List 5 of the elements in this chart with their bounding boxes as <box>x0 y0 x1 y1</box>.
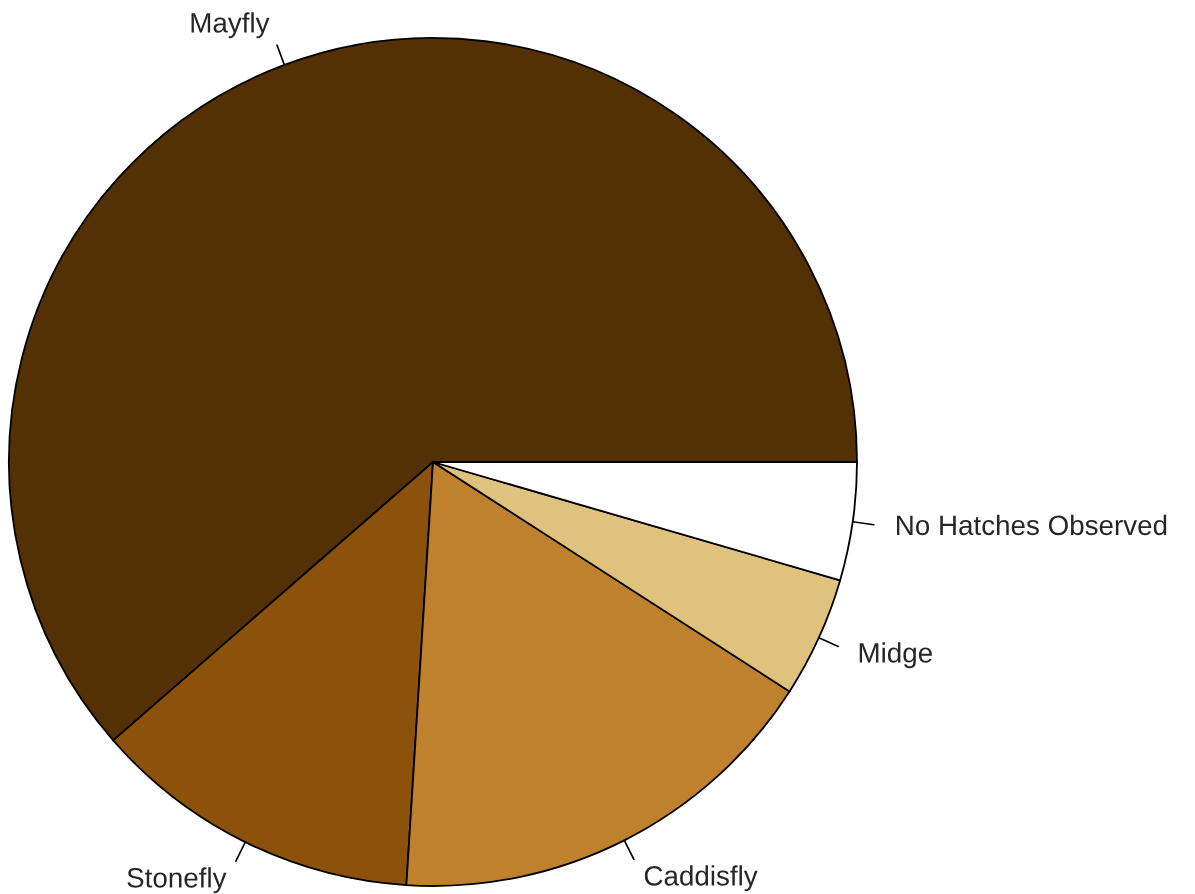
slice-label: Midge <box>859 642 932 669</box>
slice-label: Mayfly <box>191 12 270 39</box>
slice-label: No Hatches Observed <box>897 514 1167 536</box>
slice-label: Stonefly <box>127 867 227 894</box>
slice-label: Caddisfly <box>644 865 758 892</box>
